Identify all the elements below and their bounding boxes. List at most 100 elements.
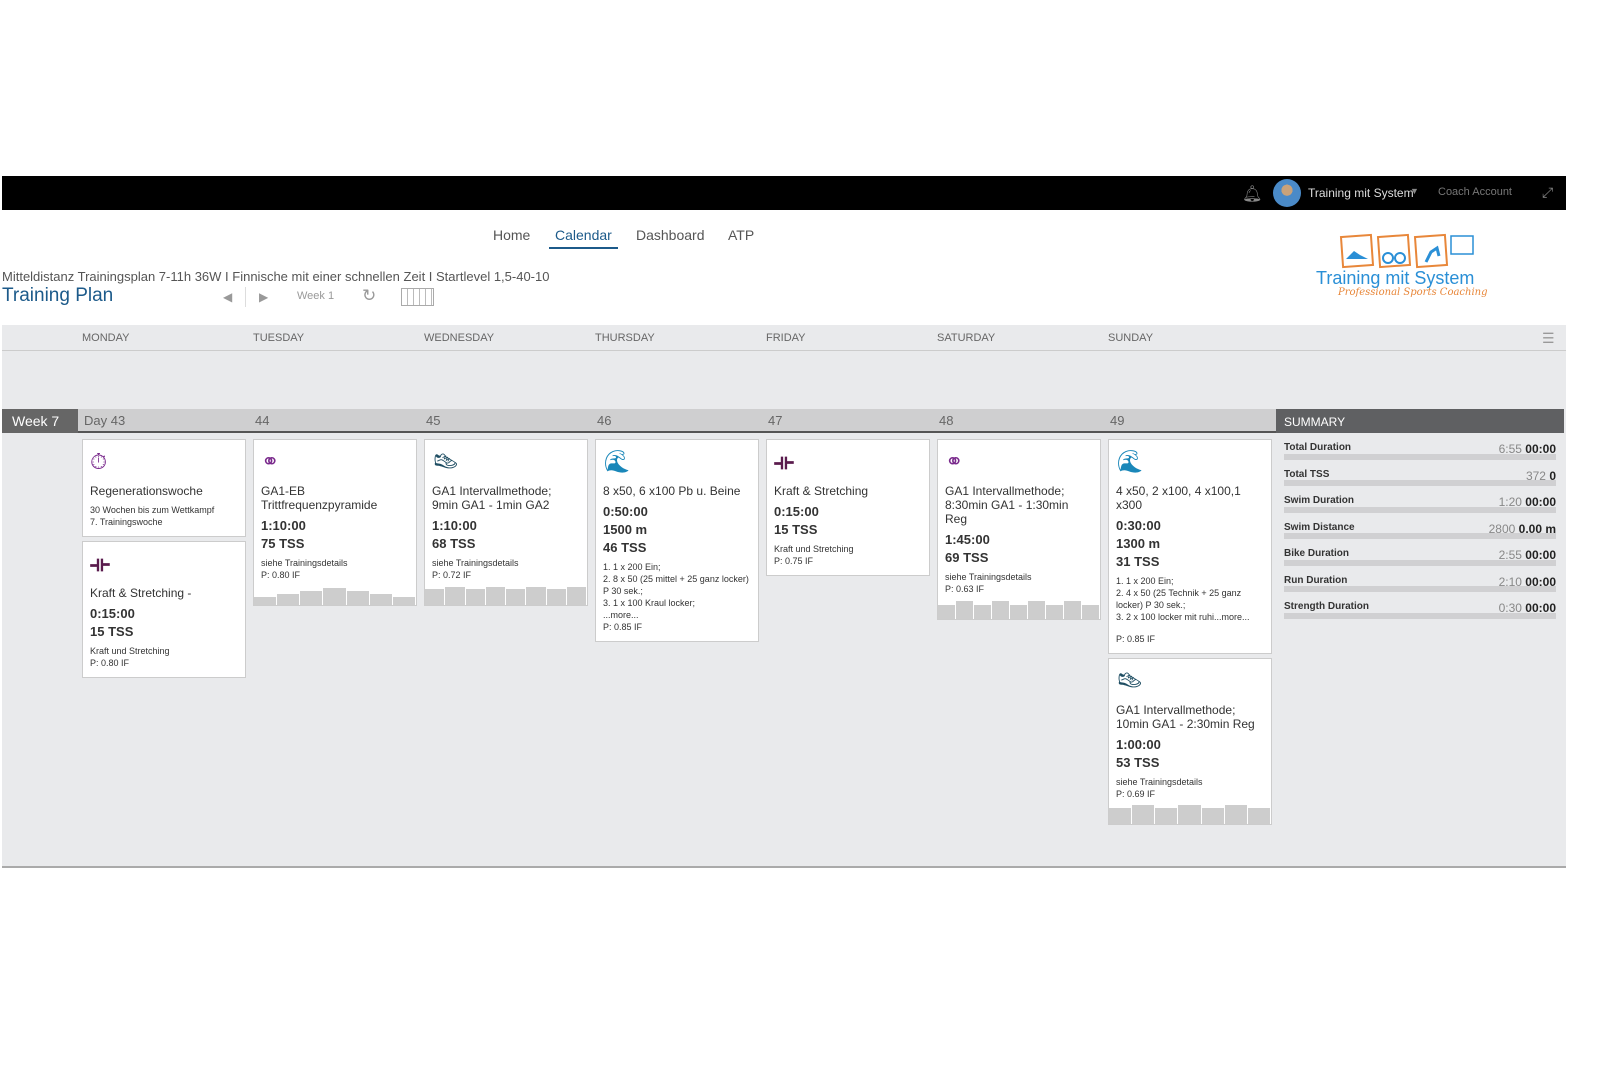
nav-dashboard[interactable]: Dashboard [636,227,705,243]
workout-duration: 1:00:00 [1116,737,1161,752]
workout-card-swim[interactable]: 🌊︎ 8 x50, 6 x100 Pb u. Beine 0:50:00 150… [595,439,759,642]
day-header-row: MONDAY TUESDAY WEDNESDAY THURSDAY FRIDAY… [2,325,1566,351]
user-menu[interactable]: Training mit System [1308,186,1414,200]
note-line: 30 Wochen bis zum Wettkampf [90,505,215,515]
logo-icons [1339,233,1474,269]
bell-icon[interactable]: 🔔︎ [1242,186,1263,203]
wave-icon: 🌊︎ [603,449,631,474]
summary-row: Swim Duration 1:20 00:00 [1284,486,1556,513]
dumbbell-icon: ⟛ [774,449,794,474]
day-header: WEDNESDAY [424,332,495,344]
summary-row: Strength Duration 0:30 00:00 [1284,592,1556,619]
day-column-tuesday: ⚭ GA1-EB Trittfrequenzpyramide 1:10:00 7… [253,439,417,606]
workout-title: 8 x50, 6 x100 Pb u. Beine [603,484,741,498]
summary-label: Swim Duration [1284,495,1355,506]
nav-calendar[interactable]: Calendar [549,227,618,249]
summary-label: Total TSS [1284,468,1330,480]
workout-card-swim[interactable]: 🌊︎ 4 x50, 2 x100, 4 x100,1 x300 0:30:00 … [1108,439,1272,654]
summary-row: Run Duration 2:10 00:00 [1284,566,1556,592]
workout-duration: 0:15:00 [90,606,135,621]
workout-desc: 3. 1 x 100 Kraul locker; [603,598,696,608]
distance-value: 1300 [1116,536,1145,551]
day-column-wednesday: 👟︎ GA1 Intervallmethode; 9min GA1 - 1min… [424,439,588,606]
workout-distance: 1500 m [603,522,751,537]
workout-duration: 1:10:00 [432,518,477,533]
tss-value: 53 [1116,755,1131,770]
coach-account-link[interactable]: Coach Account [1438,186,1512,198]
tss-unit: TSS [450,536,476,551]
workout-desc: siehe Trainingsdetails [261,558,348,568]
workout-title: GA1 Intervallmethode; 8:30min GA1 - 1:30… [945,484,1069,526]
avatar[interactable] [1273,179,1301,207]
refresh-icon[interactable]: ↻ [362,286,377,305]
workout-card-strength[interactable]: ⟛ Kraft & Stretching - 0:15:00 15 TSS Kr… [82,541,246,678]
stopwatch-icon: ⏱ [90,449,108,474]
distance-unit: m [635,522,648,537]
tss-unit: TSS [792,522,818,537]
tss-unit: TSS [1134,554,1160,569]
next-week-button[interactable]: ▶ [259,290,269,304]
summary-value: 6:55 00:00 [1499,442,1556,456]
caret-down-icon[interactable]: ▼ [1410,186,1419,196]
tss-value: 68 [432,536,447,551]
workout-duration: 1:10:00 [261,518,306,533]
planned-value: 2:10 [1498,574,1522,589]
workout-title: GA1 Intervallmethode; 10min GA1 - 2:30mi… [1116,703,1255,731]
calendar-icon[interactable] [401,288,434,306]
workout-card-strength[interactable]: ⟛ Kraft & Stretching 0:15:00 15 TSS Kraf… [766,439,930,576]
summary-label: Total Duration [1284,442,1352,453]
divider [245,287,246,307]
planned-value: 1:20 [1498,495,1522,509]
planned-value: 372 [1525,468,1546,483]
note-line: 7. Trainingswoche [90,517,163,527]
week-selector[interactable]: Week 1 [297,290,335,302]
menu-icon[interactable]: ☰ [1542,330,1555,346]
distance-value: 1500 [603,522,632,537]
workout-tss: 46 TSS [603,540,751,555]
intensity-graph [425,585,587,605]
day-number: 45 [426,413,441,428]
tss-unit: TSS [621,540,647,555]
logo-tagline: Professional Sports Coaching [1338,287,1488,298]
actual-value: 0 [1549,468,1556,483]
intensity-graph [254,585,416,605]
workout-card-bike[interactable]: ⚭ GA1 Intervallmethode; 8:30min GA1 - 1:… [937,439,1101,620]
wave-icon: 🌊︎ [1116,449,1144,474]
workout-card-run[interactable]: 👟︎ GA1 Intervallmethode; 9min GA1 - 1min… [424,439,588,606]
actual-value: 00:00 [1525,495,1556,509]
more-link[interactable]: ...more... [603,610,639,620]
day-number: 46 [597,413,612,428]
workout-title: Kraft & Stretching [774,484,869,498]
page-title: Training Plan [2,285,114,306]
workout-desc: siehe Trainingsdetails [1116,777,1203,787]
shoe-icon: 👟︎ [432,449,460,474]
fullscreen-icon[interactable]: ⤢ [1542,184,1554,200]
tss-value: 46 [603,540,618,555]
day-header: TUESDAY [253,332,305,344]
workout-desc[interactable]: 3. 2 x 100 locker mit ruhi...more... [1116,612,1250,622]
tss-unit: TSS [963,550,989,565]
day-column-friday: ⟛ Kraft & Stretching 0:15:00 15 TSS Kraf… [766,439,930,576]
workout-desc: 2. 8 x 50 (25 mittel + 25 ganz locker) P… [603,574,749,596]
prev-week-button[interactable]: ◀ [223,290,233,304]
workout-tss: 31 TSS [1116,554,1264,569]
workout-desc: Kraft und Stretching [90,646,170,656]
summary-row: Bike Duration 2:55 00:00 [1284,539,1556,566]
day-header: FRIDAY [766,332,806,344]
summary-value: 2:10 00:00 [1498,574,1556,589]
workout-card-bike[interactable]: ⚭ GA1-EB Trittfrequenzpyramide 1:10:00 7… [253,439,417,606]
workout-tss: 15 TSS [774,522,922,537]
workout-desc: siehe Trainingsdetails [432,558,519,568]
calendar-grid: MONDAY TUESDAY WEDNESDAY THURSDAY FRIDAY… [2,325,1566,868]
tss-unit: TSS [279,536,305,551]
workout-card-run[interactable]: 👟︎ GA1 Intervallmethode; 10min GA1 - 2:3… [1108,658,1272,825]
summary-label: Strength Duration [1284,601,1369,612]
logo-text: Training mit System [1316,268,1475,288]
intensity-graph [938,599,1100,619]
nav-atp[interactable]: ATP [728,227,755,243]
workout-tss: 15 TSS [90,624,238,639]
week-label: Week 7 [2,409,78,433]
workout-card-note[interactable]: ⏱ Regenerationswoche 30 Wochen bis zum W… [82,439,246,537]
nav-home[interactable]: Home [493,227,531,243]
day-number: Day 43 [84,413,126,428]
